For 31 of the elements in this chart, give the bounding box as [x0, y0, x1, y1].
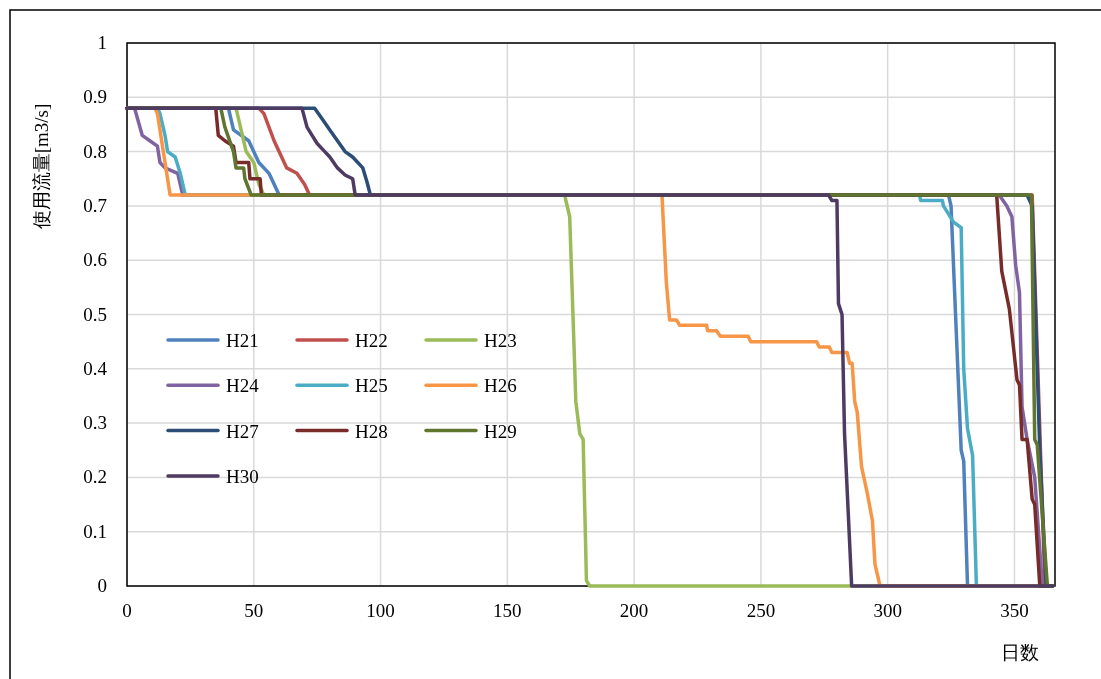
y-tick-label: 0.9 — [83, 86, 107, 108]
y-tick-label: 0.3 — [83, 412, 107, 434]
y-tick-label: 0 — [97, 575, 107, 596]
x-tick-label: 350 — [1000, 600, 1029, 621]
legend-label: H22 — [355, 330, 388, 351]
x-tick-label: 200 — [619, 600, 649, 621]
legend-label: H21 — [226, 330, 259, 351]
y-tick-label: 1 — [97, 32, 107, 53]
x-tick-label: 0 — [122, 600, 132, 621]
y-tick-label: 0.8 — [83, 140, 107, 162]
legend-label: H30 — [226, 465, 259, 487]
x-tick-label: 100 — [366, 600, 395, 621]
y-tick-label: 0.7 — [83, 194, 107, 216]
y-tick-label: 0.5 — [83, 303, 107, 325]
x-tick-label: 300 — [873, 600, 902, 621]
y-tick-label: 0.1 — [83, 520, 107, 542]
legend-label: H27 — [226, 420, 259, 442]
legend-label: H29 — [484, 420, 517, 442]
legend-label: H25 — [355, 375, 388, 397]
y-tick-label: 0.6 — [83, 249, 107, 271]
y-tick-label: 0.4 — [83, 357, 108, 379]
x-tick-label: 150 — [493, 600, 522, 621]
x-tick-label: 250 — [746, 600, 776, 621]
y-axis-title: 使用流量[m3/s] — [31, 103, 52, 230]
legend-label: H26 — [484, 375, 517, 397]
x-tick-label: 50 — [244, 600, 264, 621]
y-tick-label: 0.2 — [83, 466, 107, 488]
legend-label: H24 — [226, 375, 260, 397]
legend-label: H23 — [484, 330, 517, 351]
legend-label: H28 — [355, 420, 388, 442]
x-axis-title: 日数 — [1001, 642, 1039, 663]
